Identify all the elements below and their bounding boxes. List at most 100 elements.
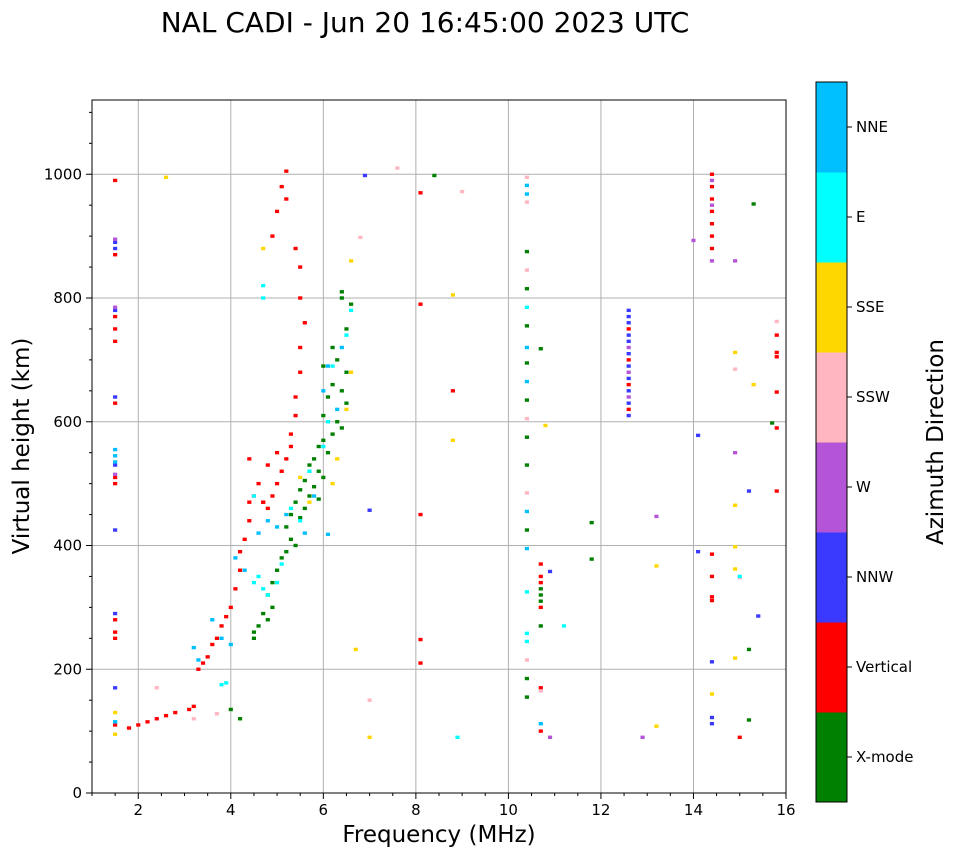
data-point-nne [524,183,529,188]
x-axis-label: Frequency (MHz) [342,822,535,848]
colorbar-label-item: W [856,478,871,496]
data-point-vertical [293,395,298,399]
data-point-vertical [709,209,715,214]
data-point-vertical [538,580,543,585]
data-point-e [330,364,335,368]
data-point-sse [654,724,659,728]
data-point-nnw [113,246,118,251]
data-point-nnw [626,364,631,368]
data-point-w [709,203,715,207]
data-point-vertical [418,637,423,642]
plot-area [92,100,786,793]
data-point-nnw [113,240,118,245]
data-point-x-mode [321,364,326,368]
data-point-vertical [626,382,631,387]
data-point-vertical [298,265,303,269]
data-point-vertical [538,686,543,690]
data-point-x-mode [325,395,331,399]
data-point-nnw [626,376,631,381]
colorbar-segment [816,532,847,623]
data-point-x-mode [270,580,275,585]
data-point-x-mode [261,611,266,616]
data-point-nnw [746,489,752,493]
data-point-e [524,305,529,309]
data-point-x-mode [307,463,312,467]
data-point-sse [353,647,358,652]
data-point-w [113,472,118,477]
data-point-vertical [113,252,118,257]
data-point-nne [339,345,344,350]
data-point-vertical [284,197,289,201]
data-point-w [691,238,696,243]
data-point-e [251,494,257,498]
data-point-nne [113,447,118,452]
colorbar-label: Azimuth Direction [923,339,949,545]
data-point-nnw [113,463,118,467]
colorbar-segment [816,352,847,443]
data-point-vertical [709,552,715,556]
data-point-vertical [418,302,423,306]
data-point-e [344,333,349,337]
data-point-x-mode [307,494,312,498]
data-point-ssw [154,686,159,690]
data-point-vertical [709,184,715,189]
data-point-nne [321,389,326,393]
colorbar-label-item: SSW [856,388,890,406]
colorbar-label-item: Vertical [856,658,912,676]
data-point-nne [524,192,529,196]
data-point-vertical [233,587,238,591]
data-point-vertical [237,568,243,572]
data-point-vertical [288,444,294,449]
data-point-vertical [247,519,252,523]
data-point-vertical [626,327,631,331]
data-point-x-mode [524,249,529,254]
data-point-x-mode [538,347,543,351]
data-point-w [626,395,631,399]
data-point-x-mode [751,202,756,206]
data-point-nnw [756,614,761,618]
data-point-x-mode [288,512,294,517]
data-point-vertical [145,720,150,724]
grid-lines [92,100,786,793]
data-point-nnw [362,173,368,178]
data-point-nnw [113,395,118,399]
data-point-nnw [113,686,118,690]
data-point-ssw [191,717,196,721]
data-point-x-mode [524,361,529,365]
data-point-sse [733,503,738,507]
data-point-nnw [626,321,631,325]
data-point-nne [524,509,529,514]
data-point-nne [284,512,289,517]
data-point-x-mode [589,557,594,561]
colorbar-segment [816,262,847,353]
data-point-vertical [265,506,270,511]
data-point-x-mode [270,605,275,610]
data-point-nne [256,531,261,535]
data-point-sse [450,438,455,443]
data-point-vertical [626,358,631,362]
data-point-vertical [113,475,118,480]
data-point-nnw [626,333,631,337]
data-point-ssw [358,235,363,240]
colorbar-segment [816,622,847,713]
data-point-x-mode [330,382,335,387]
data-point-x-mode [344,370,349,374]
colorbar-label-item: X-mode [856,748,913,766]
data-point-vertical [113,178,118,183]
data-point-x-mode [321,413,326,418]
data-point-nnw [626,308,631,313]
data-point-nnw [709,660,715,664]
data-point-nne [113,454,118,458]
data-point-x-mode [311,485,317,489]
data-point-vertical [709,595,715,599]
data-point-x-mode [284,549,289,554]
data-point-e [325,420,331,424]
data-point-nne [524,379,529,384]
data-point-x-mode [339,426,344,430]
data-point-e [307,469,312,473]
data-point-x-mode [349,302,354,306]
data-point-x-mode [298,515,303,520]
data-point-nnw [626,401,631,405]
data-point-vertical [774,426,779,430]
data-point-vertical [737,735,742,740]
